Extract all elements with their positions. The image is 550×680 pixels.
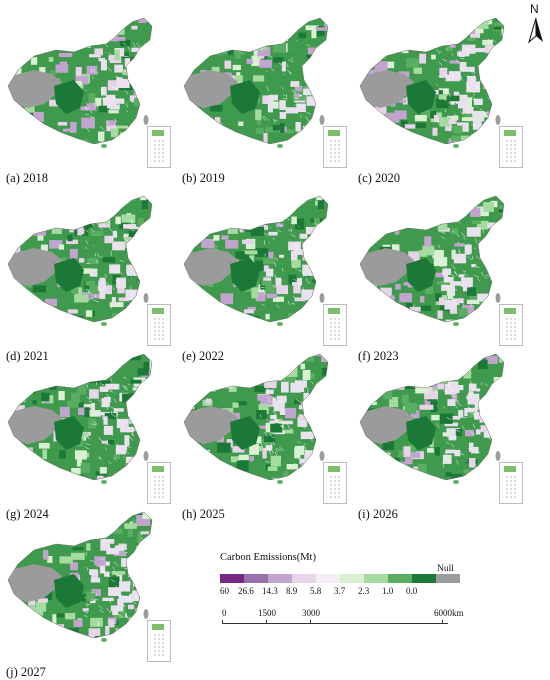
south-china-sea-inset bbox=[323, 462, 347, 504]
inset-islands bbox=[329, 139, 341, 163]
scale-tick bbox=[222, 620, 223, 624]
legend-swatch bbox=[388, 574, 412, 583]
legend-swatch bbox=[292, 574, 316, 583]
south-china-sea-inset bbox=[499, 304, 523, 346]
map-panel: (h) 2025 bbox=[180, 344, 350, 494]
south-china-sea-inset bbox=[323, 304, 347, 346]
south-china-sea-inset bbox=[147, 126, 171, 168]
panel-label: (b) 2019 bbox=[182, 171, 225, 186]
scale-tick-label: 3000 bbox=[302, 608, 320, 618]
inset-islands bbox=[329, 317, 341, 341]
inset-islands bbox=[153, 475, 165, 499]
legend-swatch bbox=[364, 574, 388, 583]
inset-mainland bbox=[504, 130, 516, 136]
inset-mainland bbox=[152, 624, 164, 630]
inset-mainland bbox=[504, 466, 516, 472]
north-arrow-icon bbox=[524, 2, 548, 44]
inset-mainland bbox=[328, 466, 340, 472]
legend-title: Carbon Emissions(Mt) bbox=[220, 552, 316, 563]
legend-tick-label: 5.8 bbox=[310, 586, 321, 596]
inset-islands bbox=[153, 139, 165, 163]
map-panel: (g) 2024 bbox=[4, 344, 174, 494]
legend-swatch bbox=[244, 574, 268, 583]
scale-tick bbox=[310, 620, 311, 624]
panel-label: (h) 2025 bbox=[182, 507, 225, 522]
scale-tick bbox=[442, 620, 443, 624]
china-map bbox=[4, 502, 154, 642]
scale-tick-label: 0 bbox=[222, 608, 227, 618]
south-china-sea-inset bbox=[147, 304, 171, 346]
south-china-sea-inset bbox=[323, 126, 347, 168]
china-map bbox=[356, 8, 506, 148]
china-map bbox=[4, 344, 154, 484]
china-map bbox=[4, 186, 154, 326]
south-china-sea-inset bbox=[499, 462, 523, 504]
legend: Carbon Emissions(Mt) Null 60 26.6 14.3 8.9 5… bbox=[220, 552, 480, 612]
map-panel: (c) 2020 bbox=[356, 8, 526, 158]
panel-label: (i) 2026 bbox=[358, 507, 398, 522]
china-map bbox=[180, 186, 330, 326]
north-arrow: N bbox=[524, 2, 548, 44]
map-panel: (a) 2018 bbox=[4, 8, 174, 158]
scale-tick-label: 1500 bbox=[258, 608, 276, 618]
inset-islands bbox=[329, 475, 341, 499]
scale-tick-label: 6000 bbox=[434, 608, 452, 618]
legend-tick-label: 1.0 bbox=[382, 586, 393, 596]
south-china-sea-inset bbox=[147, 620, 171, 662]
legend-tick-label: 8.9 bbox=[286, 586, 297, 596]
legend-swatch bbox=[220, 574, 244, 583]
inset-islands bbox=[505, 139, 517, 163]
legend-tick-label: 26.6 bbox=[238, 586, 254, 596]
inset-islands bbox=[505, 475, 517, 499]
china-map bbox=[4, 8, 154, 148]
legend-swatch bbox=[412, 574, 436, 583]
south-china-sea-inset bbox=[499, 126, 523, 168]
legend-tick-label: 0.0 bbox=[406, 586, 417, 596]
scale-tick bbox=[266, 620, 267, 624]
inset-mainland bbox=[152, 466, 164, 472]
panel-label: (c) 2020 bbox=[358, 171, 400, 186]
map-panel: (f) 2023 bbox=[356, 186, 526, 336]
legend-color-bar bbox=[220, 574, 460, 583]
inset-mainland bbox=[504, 308, 516, 314]
scale-unit: km bbox=[452, 608, 464, 618]
china-map bbox=[356, 186, 506, 326]
map-panel: (e) 2022 bbox=[180, 186, 350, 336]
china-map bbox=[180, 8, 330, 148]
legend-swatch bbox=[436, 574, 460, 583]
panel-label: (j) 2027 bbox=[6, 665, 46, 680]
inset-islands bbox=[153, 317, 165, 341]
panel-label: (a) 2018 bbox=[6, 171, 48, 186]
inset-mainland bbox=[152, 308, 164, 314]
inset-islands bbox=[505, 317, 517, 341]
inset-islands bbox=[153, 633, 165, 657]
map-panel: (b) 2019 bbox=[180, 8, 350, 158]
china-map bbox=[356, 344, 506, 484]
legend-tick-label: 3.7 bbox=[334, 586, 345, 596]
china-map bbox=[180, 344, 330, 484]
inset-mainland bbox=[328, 308, 340, 314]
legend-swatch bbox=[340, 574, 364, 583]
legend-tick-label: 60 bbox=[220, 586, 229, 596]
legend-null-label: Null bbox=[437, 564, 454, 574]
legend-swatch bbox=[316, 574, 340, 583]
map-panel: (d) 2021 bbox=[4, 186, 174, 336]
scale-line bbox=[222, 623, 448, 624]
legend-swatch bbox=[268, 574, 292, 583]
inset-mainland bbox=[328, 130, 340, 136]
legend-tick-label: 2.3 bbox=[358, 586, 369, 596]
south-china-sea-inset bbox=[147, 462, 171, 504]
map-panel: (i) 2026 bbox=[356, 344, 526, 494]
map-panel: (j) 2027 bbox=[4, 502, 174, 652]
legend-tick-label: 14.3 bbox=[262, 586, 278, 596]
legend-ticks: 60 26.6 14.3 8.9 5.8 3.7 2.3 1.0 0.0 bbox=[220, 586, 470, 598]
inset-mainland bbox=[152, 130, 164, 136]
